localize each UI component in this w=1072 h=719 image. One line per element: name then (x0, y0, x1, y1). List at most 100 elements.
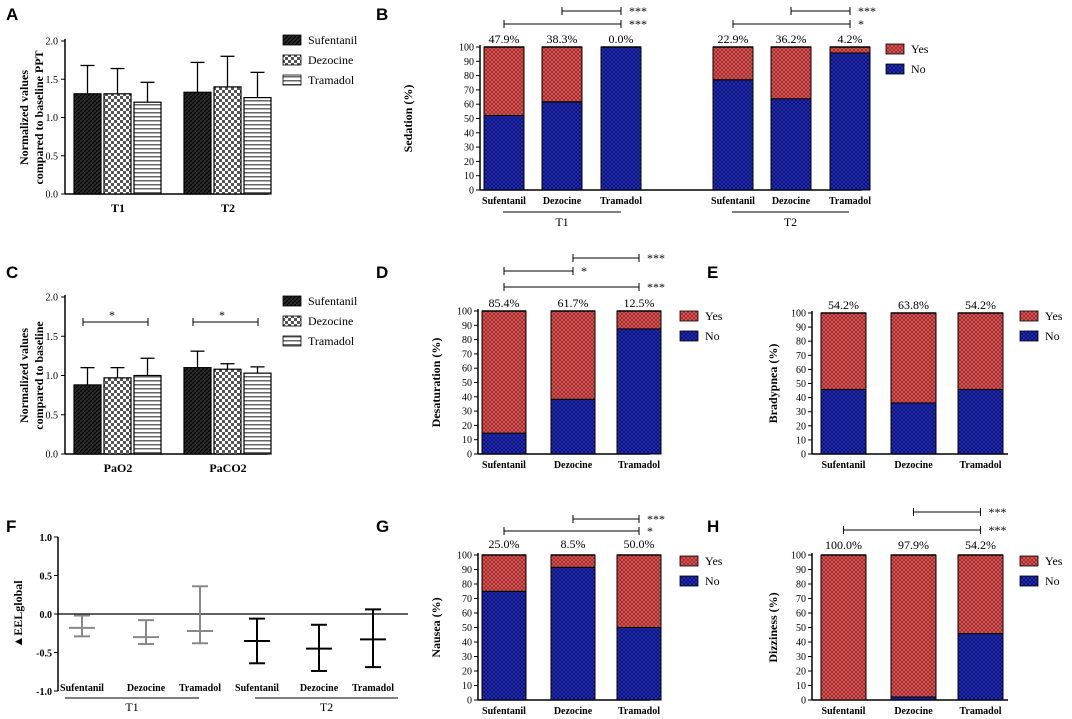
y-tick-label: 10 (464, 171, 474, 182)
panel-b-sedation-chart: B Sedation (%) 0 10 20 30 40 50 60 70 80 90 100 47.9%… (376, 4, 929, 229)
bar-segment-no (820, 388, 867, 455)
bar-dezocine (103, 93, 132, 195)
y-tick-label: 0.0 (46, 190, 59, 201)
legend-yes-label: Yes (705, 309, 723, 323)
y-tick-label: 100 (459, 43, 474, 54)
y-tick-label: 60 (464, 100, 474, 111)
x-group-label: T1 (111, 201, 125, 215)
legend-no-swatch (1019, 575, 1039, 587)
bar-segment-no (483, 114, 525, 191)
bar-segment-yes (481, 554, 527, 592)
y-tick-label: 30 (796, 652, 806, 663)
panel-e-bradypnea-chart: E Bradypnea (%) 0 10 20 30 40 50 60 70 80 90 100 54.2… (707, 263, 1063, 471)
x-category-label: Sufentanil (822, 460, 866, 471)
y-tick-label: -0.5 (36, 649, 52, 660)
percent-label: 85.4% (489, 296, 520, 310)
significance-marker: *** (647, 251, 665, 265)
panel-label: E (707, 263, 718, 282)
y-tick-label: 60 (462, 609, 472, 620)
legend-yes-label: Yes (705, 554, 723, 568)
percent-label: 22.9% (718, 32, 749, 46)
y-tick-label: 80 (796, 580, 806, 591)
bar-segment-yes (712, 46, 754, 81)
y-tick-label: 20 (462, 667, 472, 678)
significance-marker: * (858, 17, 864, 31)
y-axis-label: ▲EELglobal (11, 580, 25, 648)
y-tick-label: 20 (462, 421, 472, 432)
percent-label: 36.2% (776, 32, 807, 46)
legend-no-label: No (911, 62, 926, 76)
bar-segment-yes (483, 46, 525, 116)
significance-marker: * (109, 308, 115, 322)
panel-label: D (376, 263, 388, 282)
y-tick-label: 0 (467, 696, 472, 707)
panel-g-nausea-chart: G Nausea (%) 0 10 20 30 40 50 60 70 80 90 100 25.0% Su… (376, 512, 723, 717)
legend-yes-swatch (679, 310, 699, 322)
percent-label: 63.8% (898, 298, 929, 312)
y-tick-label: 0.5 (40, 572, 53, 583)
percent-label: 100.0% (825, 538, 862, 552)
bar-segment-no (600, 46, 642, 191)
legend-no-swatch (679, 330, 699, 342)
y-tick-label: 100 (791, 309, 806, 320)
y-tick-label: 0.5 (46, 151, 59, 162)
legend-no-label: No (705, 329, 720, 343)
y-tick-label: 1.0 (46, 113, 59, 124)
y-tick-label: 40 (796, 393, 806, 404)
panel-label: B (376, 5, 388, 24)
x-group-label: PaCO2 (209, 461, 246, 475)
percent-label: 97.9% (898, 538, 929, 552)
x-category-label: Sufentanil (711, 196, 755, 207)
bar-segment-yes (770, 46, 812, 100)
bar-sufentanil (73, 93, 102, 195)
x-category-label: Sufentanil (822, 706, 866, 717)
y-axis-label: Desaturation (%) (429, 338, 443, 428)
bar-segment-yes (820, 554, 867, 701)
significance-marker: *** (989, 505, 1007, 519)
y-tick-label: 60 (796, 609, 806, 620)
y-tick-label: 50 (796, 379, 806, 390)
legend-sufentanil-label: Sufentanil (308, 294, 358, 308)
legend-dezocine-label: Dezocine (308, 314, 353, 328)
y-axis-label: Normalized valuescompared to baseline (17, 321, 46, 430)
y-tick-label: 70 (796, 594, 806, 605)
bar-segment-no (481, 432, 527, 455)
y-tick-label: 0.5 (46, 410, 59, 421)
bar-segment-yes (541, 46, 583, 103)
y-tick-label: 70 (462, 349, 472, 360)
panel-label: F (6, 517, 16, 536)
bar-segment-yes (957, 554, 1004, 635)
x-category-label: Tramadol (829, 196, 871, 207)
x-category-label: Tramadol (959, 460, 1001, 471)
y-tick-label: 40 (462, 392, 472, 403)
y-tick-label: 70 (462, 594, 472, 605)
legend-tramadol-swatch (282, 335, 302, 347)
y-tick-label: 40 (464, 128, 474, 139)
y-tick-label: 0 (801, 450, 806, 461)
bar-tramadol (133, 374, 162, 455)
bar-tramadol (133, 101, 162, 195)
percent-label: 47.9% (489, 32, 520, 46)
significance-marker: * (219, 308, 225, 322)
legend-yes-swatch (1019, 310, 1039, 322)
panel-label: G (376, 517, 389, 536)
significance-marker: *** (858, 4, 876, 18)
x-category-label: Dezocine (772, 196, 811, 207)
y-tick-label: 30 (796, 407, 806, 418)
significance-marker: *** (647, 512, 665, 526)
bar-segment-no (957, 633, 1004, 701)
bar-segment-no (890, 402, 937, 455)
y-tick-label: 10 (796, 435, 806, 446)
significance-marker: *** (989, 523, 1007, 537)
percent-label: 50.0% (624, 537, 655, 551)
y-tick-label: 90 (796, 323, 806, 334)
bar-dezocine (213, 368, 242, 455)
panel-h-dizziness-chart: H Dizziness (%) 0 10 20 30 40 50 60 70 80 90 100 100.… (707, 505, 1063, 717)
significance-marker: *** (629, 17, 647, 31)
x-category-label: Sufentanil (482, 196, 526, 207)
bar-sufentanil (183, 367, 212, 455)
y-axis-label-line: compared to baseline (32, 321, 46, 430)
y-tick-label: 50 (796, 623, 806, 634)
bar-segment-yes (550, 310, 596, 400)
